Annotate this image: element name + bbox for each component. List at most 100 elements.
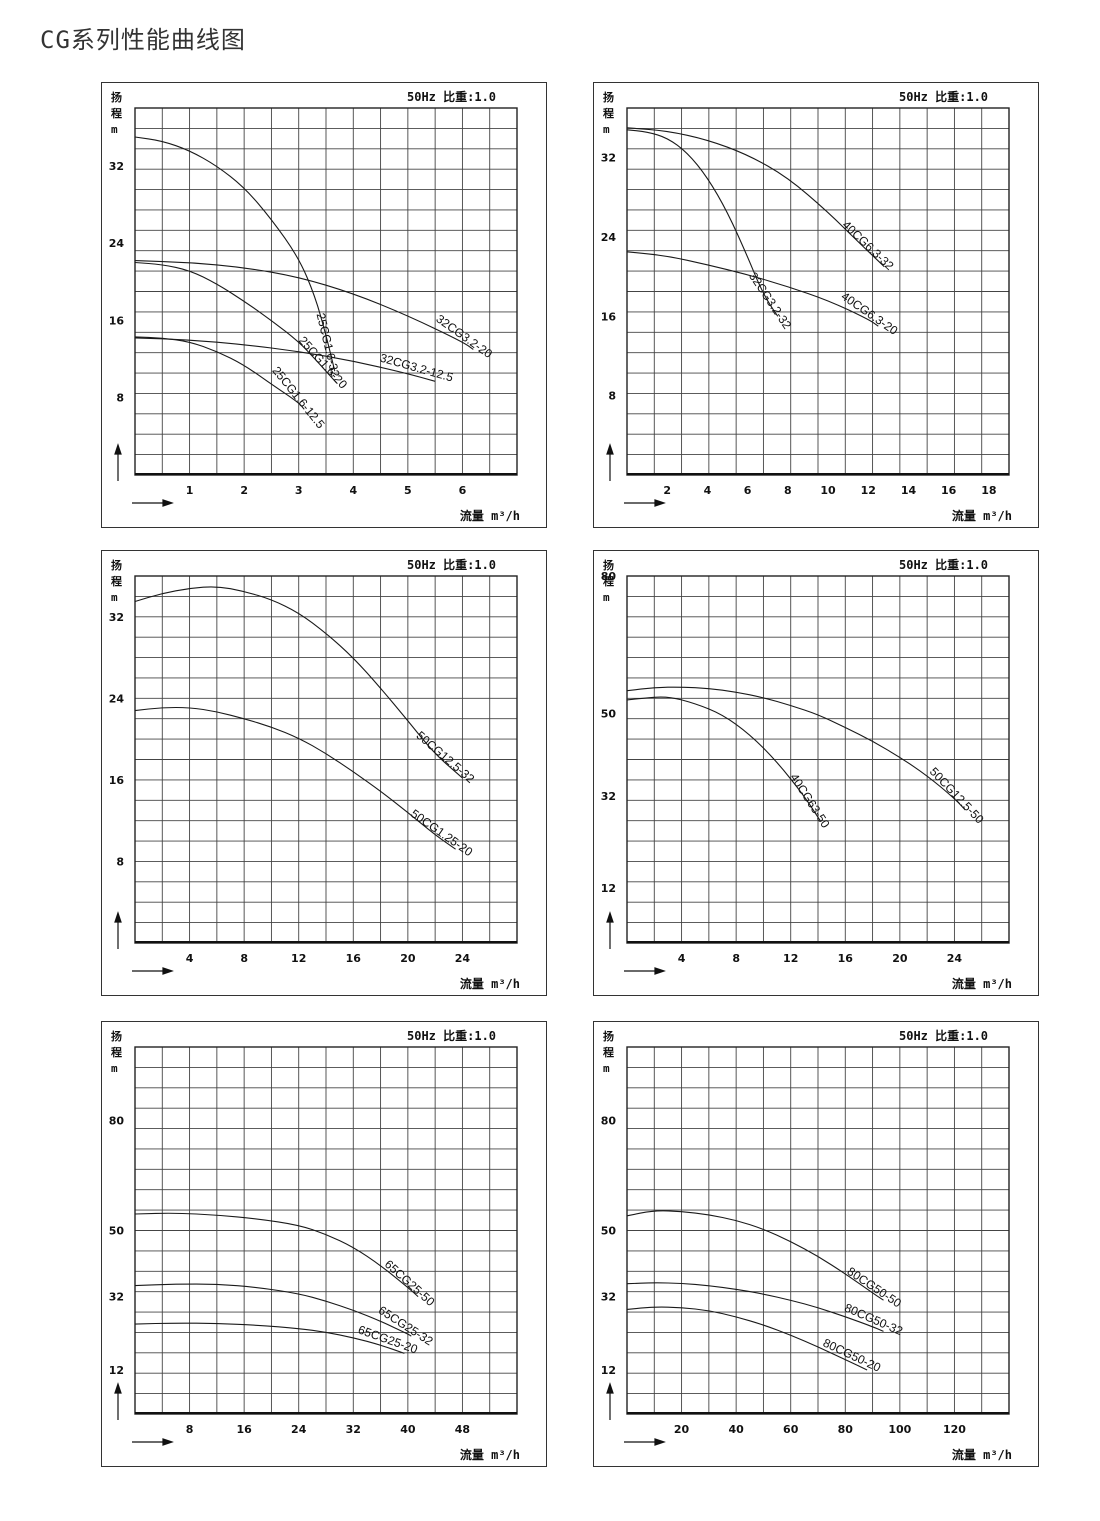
x-tick-label: 6 [459, 484, 467, 497]
y-axis-label-char: m [603, 123, 610, 136]
y-arrow-head [606, 443, 614, 455]
grid [134, 107, 518, 476]
x-arrow-head [654, 1438, 666, 1446]
y-tick-label: 12 [601, 882, 616, 895]
x-tick-label: 2 [240, 484, 248, 497]
series-label: 32CG3.2-32 [746, 270, 794, 332]
y-tick-label: 80 [601, 1114, 617, 1127]
x-tick-label: 20 [674, 1423, 690, 1436]
x-arrow-head [654, 499, 666, 507]
chart-panel-5: 50Hz 比重:1.0 扬程 m 12 32 50 80 8 16 24 32 40 48 流量 m³/h… [101, 1021, 547, 1467]
y-tick-label: 50 [109, 1225, 125, 1238]
grid [626, 1046, 1010, 1415]
x-tick-label: 8 [186, 1423, 194, 1436]
x-tick-label: 5 [404, 484, 412, 497]
series-line-25CG1.6-20 [134, 261, 338, 384]
y-axis-label-char: m [111, 591, 118, 604]
series-line-50CG12.5-50 [626, 686, 966, 811]
x-tick-label: 16 [236, 1423, 252, 1436]
y-tick-label: 24 [109, 237, 125, 250]
x-tick-label: 1 [186, 484, 194, 497]
page-title: CG系列性能曲线图 [40, 26, 246, 54]
x-tick-label: 40 [728, 1423, 744, 1436]
x-tick-label: 32 [346, 1423, 361, 1436]
x-axis-label: 流量 m³/h [460, 508, 520, 523]
y-axis-label-char: 程 [111, 1045, 122, 1059]
series-line-40CG6.3-20 [626, 251, 879, 327]
series-line-25CG1.6-32 [134, 136, 335, 369]
y-tick-label: 24 [109, 692, 125, 705]
y-tick-label: 12 [601, 1364, 616, 1377]
x-tick-label: 20 [400, 952, 416, 965]
chart-svg: 50Hz 比重:1.0 扬程m 8 16 24 32 4 8 12 16 20 24 流量 m³/h 50… [109, 557, 520, 991]
series-line-32CG3.2-12.5 [134, 337, 436, 382]
series-line-32CG3.2-32 [626, 129, 779, 317]
x-tick-label: 6 [744, 484, 752, 497]
y-tick-label: 50 [601, 708, 617, 721]
x-tick-label: 16 [346, 952, 362, 965]
x-tick-label: 80 [838, 1423, 854, 1436]
grid [626, 107, 1010, 476]
chart-header: 50Hz 比重:1.0 [407, 1028, 496, 1043]
series-line-40CG6.3-32 [626, 127, 885, 268]
axis-arrows [114, 1382, 174, 1446]
y-arrow-head [114, 1382, 122, 1394]
x-tick-label: 4 [678, 952, 686, 965]
x-axis-label: 流量 m³/h [460, 1447, 520, 1462]
chart-panel-1: 50Hz 比重:1.0 扬程 m 8 16 24 32 1 2 3 4 5 6 流量 m³/h 25CG1.… [101, 82, 547, 528]
chart-panel-4: 50Hz 比重:1.0 扬程 m 12 32 50 80 4 8 12 16 20 24 流量 m³/h 4… [593, 550, 1039, 996]
x-tick-label: 16 [941, 484, 957, 497]
y-axis-label-char: m [111, 123, 118, 136]
series-line-80CG50-32 [626, 1282, 884, 1332]
series-label: 65CG25-50 [382, 1257, 438, 1309]
series-label: 32CG3.2-20 [433, 312, 495, 361]
x-tick-label: 4 [186, 952, 194, 965]
x-tick-label: 3 [295, 484, 303, 497]
series-line-32CG3.2-20 [134, 260, 474, 350]
x-tick-label: 12 [291, 952, 306, 965]
series-label: 32CG3.2-12.5 [378, 351, 455, 385]
grid [134, 1046, 518, 1415]
x-tick-label: 12 [861, 484, 876, 497]
x-tick-label: 4 [349, 484, 357, 497]
y-axis-label-char: 扬 [603, 90, 614, 104]
series-label: 40CG6.3-20 [839, 289, 901, 338]
y-tick-label: 12 [109, 1364, 124, 1377]
x-arrow-head [162, 1438, 174, 1446]
grid [626, 575, 1010, 944]
x-tick-label: 24 [455, 952, 471, 965]
x-tick-label: 120 [943, 1423, 966, 1436]
chart-header: 50Hz 比重:1.0 [407, 557, 496, 572]
y-tick-label: 50 [601, 1225, 617, 1238]
y-tick-label: 16 [601, 310, 617, 323]
x-tick-label: 8 [240, 952, 248, 965]
x-tick-label: 14 [901, 484, 917, 497]
y-axis-label-char: 扬 [603, 558, 614, 572]
series-label: 50CG12.5-50 [927, 765, 987, 827]
y-tick-label: 8 [116, 392, 124, 405]
y-axis-label-char: m [603, 1062, 610, 1075]
chart-panel-6: 50Hz 比重:1.0 扬程 m 12 32 50 80 20 40 60 80 100 120 流量 m… [593, 1021, 1039, 1467]
y-tick-label: 80 [601, 570, 617, 583]
series-line-65CG25-50 [134, 1212, 419, 1298]
x-arrow-head [162, 499, 174, 507]
y-axis-label-char: 程 [603, 1045, 614, 1059]
y-tick-label: 24 [601, 231, 617, 244]
chart-panel-2: 50Hz 比重:1.0 扬程 m 8 16 24 32 2 4 6 8 10 12 14 16 18 流量 m³… [593, 82, 1039, 528]
x-tick-label: 60 [783, 1423, 799, 1436]
grid [134, 575, 518, 944]
y-axis-label-char: 扬 [111, 558, 122, 572]
series-label: 80CG50-20 [821, 1336, 883, 1375]
y-axis-label-char: 扬 [111, 90, 122, 104]
x-arrow-head [654, 967, 666, 975]
y-tick-label: 8 [608, 390, 616, 403]
y-tick-label: 32 [601, 1291, 616, 1304]
y-tick-label: 32 [109, 611, 124, 624]
y-axis-label-char: m [603, 591, 610, 604]
series-line-65CG25-32 [134, 1283, 412, 1337]
y-tick-label: 8 [116, 855, 124, 868]
y-arrow-head [114, 911, 122, 923]
x-tick-label: 18 [981, 484, 996, 497]
